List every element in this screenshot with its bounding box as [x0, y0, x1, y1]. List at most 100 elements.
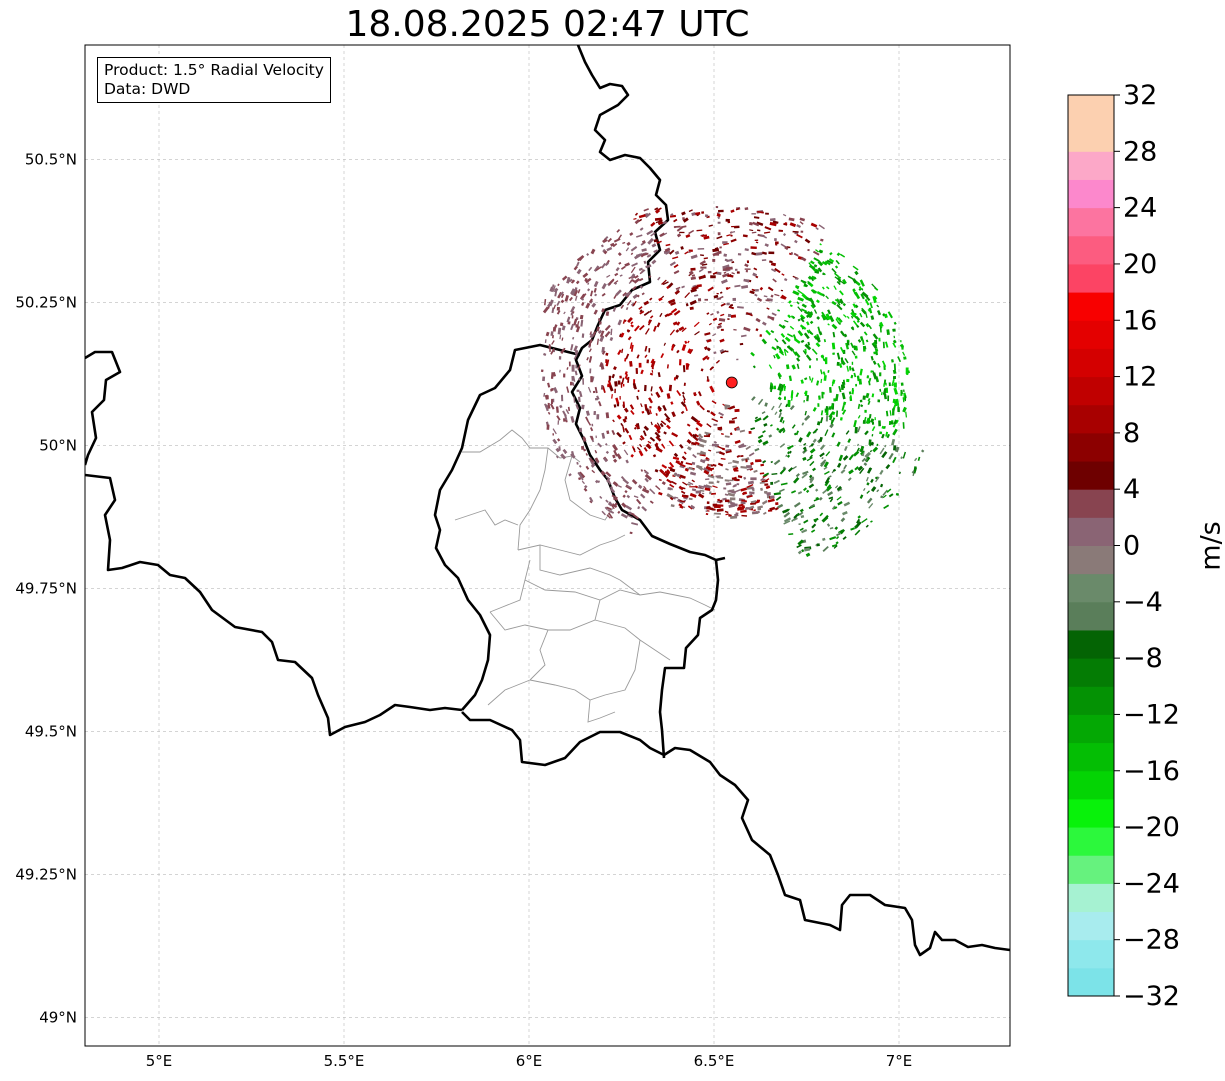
lat-tick-label: 49.75°N [15, 579, 77, 597]
radar-echo-cell [871, 393, 875, 398]
radar-echo-cell [816, 421, 821, 426]
radar-echo-cell [593, 411, 597, 416]
radar-echo-cell [657, 220, 664, 226]
radar-echo-cell [791, 364, 796, 370]
radar-echo-cell [704, 214, 709, 218]
radar-echo-cell [749, 468, 754, 471]
radar-echo-cell [550, 348, 555, 355]
radar-echo-cell [803, 399, 805, 403]
radar-echo-cell [746, 465, 752, 468]
radar-echo-cell [771, 268, 777, 273]
radar-echo-cell [654, 207, 659, 211]
radar-echo-cell [774, 506, 779, 511]
radar-echo-cell [739, 429, 746, 433]
radar-echo-cell [712, 251, 720, 257]
radar-echo-cell [601, 292, 606, 297]
radar-echo-cell [712, 503, 718, 507]
radar-echo-cell [778, 412, 782, 419]
radar-echo-cell [824, 429, 829, 437]
radar-echo-cell [777, 373, 781, 380]
radar-echo-cell [589, 333, 594, 339]
radar-echo-cell [727, 274, 734, 278]
radar-echo-cell [711, 443, 719, 447]
radar-echo-cell [836, 281, 841, 286]
radar-echo-cell [848, 391, 852, 395]
radar-echo-cell [727, 462, 732, 464]
radar-echo-cell [761, 259, 767, 262]
radar-echo-cell [841, 404, 845, 412]
radar-echo-cell [767, 498, 775, 503]
radar-echo-cell [679, 444, 684, 449]
radar-echo-cell [552, 327, 557, 332]
radar-echo-cell [630, 344, 634, 352]
radar-echo-cell [658, 386, 664, 393]
radar-echo-cell [874, 339, 878, 344]
radar-echo-cell [633, 426, 637, 430]
radar-echo-cell [676, 288, 680, 292]
radar-echo-cell [866, 375, 870, 379]
radar-echo-cell [561, 325, 566, 331]
radar-echo-cell [629, 404, 635, 410]
radar-echo-cell [886, 488, 892, 493]
radar-echo-cell [842, 302, 846, 307]
radar-echo-cell [558, 369, 561, 373]
radar-echo-cell [689, 471, 697, 476]
radar-echo-cell [872, 333, 879, 340]
colorbar-band [1068, 207, 1114, 237]
radar-echo-cell [761, 251, 767, 255]
radar-echo-cell [832, 468, 837, 472]
radar-echo-cell [863, 487, 866, 492]
lon-tick-label: 5°E [146, 1052, 173, 1070]
radar-echo-cell [834, 485, 839, 489]
radar-echo-cell [607, 380, 612, 387]
radar-echo-cell [608, 375, 611, 381]
radar-echo-cell [669, 261, 676, 267]
radar-echo-cell [795, 473, 800, 478]
radar-echo-cell [847, 438, 852, 443]
radar-echo-cell [774, 338, 779, 343]
radar-echo-cell [831, 268, 837, 274]
radar-echo-cell [625, 505, 633, 511]
radar-echo-cell [668, 440, 675, 447]
radar-echo-cell [628, 281, 632, 285]
radar-echo-cell [882, 341, 885, 349]
radar-echo-cell [893, 376, 896, 379]
radar-echo-cell [877, 310, 882, 316]
radar-echo-cell [577, 471, 584, 479]
radar-echo-cell [782, 466, 787, 470]
radar-echo-cell [852, 265, 859, 271]
radar-echo-cell [720, 328, 724, 331]
radar-echo-cell [776, 427, 780, 431]
radar-echo-cell [698, 484, 705, 489]
radar-echo-cell [720, 457, 726, 460]
radar-echo-cell [817, 403, 820, 407]
radar-echo-cell [553, 386, 558, 394]
radar-echo-cell [854, 355, 858, 359]
radar-echo-cell [572, 336, 575, 340]
radar-echo-cell [846, 315, 850, 319]
radar-echo-cell [548, 299, 554, 307]
radar-echo-cell [644, 328, 650, 335]
radar-echo-cell [821, 314, 828, 320]
radar-echo-cell [850, 527, 856, 531]
radar-echo-cell [842, 278, 847, 285]
radar-echo-cell [703, 459, 710, 462]
radar-echo-cell [790, 347, 795, 351]
radar-echo-cell [801, 528, 808, 534]
radar-echo-cell [591, 423, 594, 427]
radar-echo-cell [816, 291, 823, 296]
radar-echo-cell [583, 448, 587, 452]
radar-echo-cell [542, 306, 550, 314]
radar-echo-cell [734, 284, 741, 288]
radar-echo-cell [663, 431, 667, 435]
radar-echo-cell [639, 309, 643, 313]
radar-echo-cell [608, 501, 612, 505]
radar-echo-cell [774, 238, 777, 242]
radar-echo-cell [813, 276, 817, 280]
colorbar-band [1068, 911, 1114, 941]
radar-echo-cell [601, 510, 606, 516]
radar-echo-cell [731, 416, 738, 420]
radar-echo-cell [543, 298, 547, 306]
radar-echo-cell [649, 406, 652, 409]
radar-echo-cell [763, 231, 771, 234]
